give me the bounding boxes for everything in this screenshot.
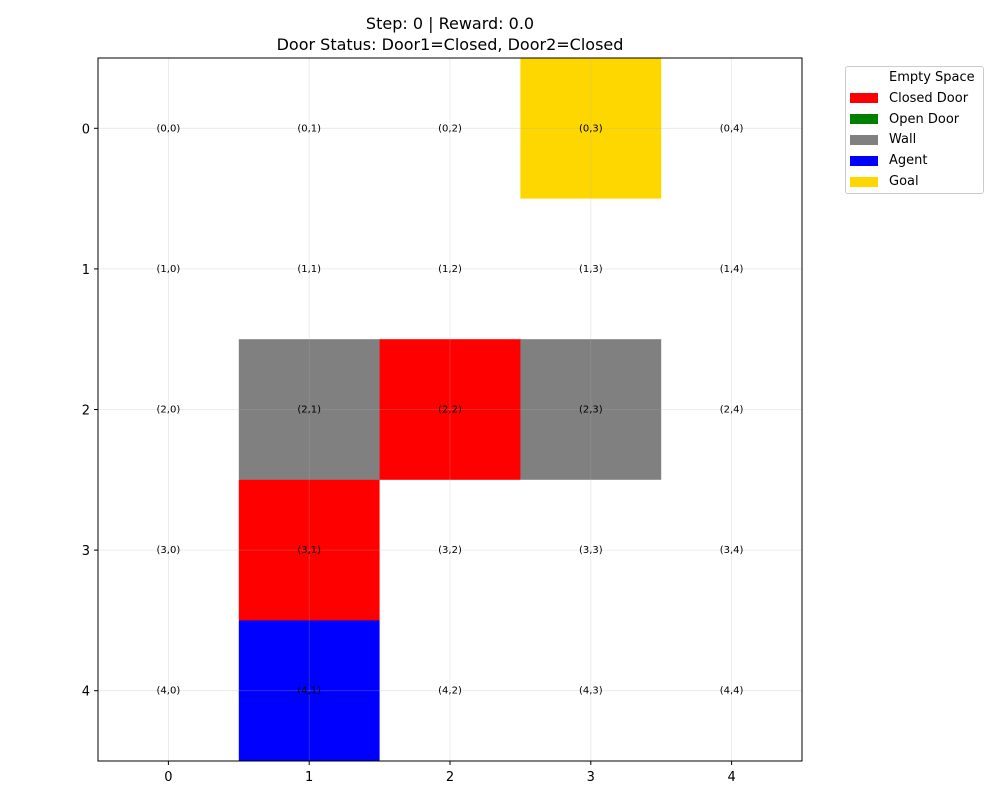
legend: Empty Space Closed Door Open Door Wall Agent…: [845, 66, 984, 194]
cell-empty-4-2: [379, 620, 521, 762]
legend-swatch: [850, 155, 878, 166]
legend-label: Wall: [889, 132, 917, 148]
cell-label-0-3: (0,3): [579, 123, 603, 134]
cell-empty-3-3: [520, 479, 662, 621]
cell-empty-2-0: [98, 339, 240, 481]
y-tick-label: 3: [82, 544, 90, 559]
grid-lines: [98, 58, 802, 761]
x-axis: 0 1 2 3 4: [164, 761, 736, 785]
legend-item-closed-door: Closed Door: [850, 88, 968, 109]
cell-label-3-2: (3,2): [438, 545, 462, 556]
y-tick-label: 0: [82, 122, 90, 137]
cell-goal-0-3: [520, 58, 662, 200]
cell-label-4-3: (4,3): [579, 686, 603, 697]
cell-label-2-2: (2,2): [438, 405, 462, 416]
cell-wall-2-3: [520, 339, 662, 481]
legend-item-wall: Wall: [850, 129, 916, 150]
legend-label: Goal: [889, 174, 919, 189]
cell-wall-2-1: [238, 339, 381, 481]
legend-label: Open Door: [889, 111, 960, 127]
cell-label-4-4: (4,4): [720, 686, 744, 697]
cell-label-1-2: (1,2): [438, 264, 462, 275]
x-tick-label: 2: [446, 770, 454, 785]
cell-coordinate-labels: (0,0) (0,1) (0,2) (0,3) (0,4) (1,0) (1,1) (1,2)…: [157, 123, 744, 696]
cell-empty-1-0: [98, 198, 240, 340]
cell-closed-door-2-2: [379, 339, 521, 481]
legend-item-open-door: Open Door: [850, 109, 959, 130]
cell-empty-0-0: [98, 58, 240, 200]
cell-empty-1-4: [661, 198, 803, 340]
legend-swatch: [850, 134, 878, 145]
legend-swatch: [850, 114, 878, 125]
cell-empty-0-4: [661, 58, 803, 200]
cell-label-0-1: (0,1): [297, 123, 321, 134]
cell-label-2-1: (2,1): [297, 405, 321, 416]
cell-label-2-4: (2,4): [720, 405, 744, 416]
cell-empty-2-4: [661, 339, 803, 481]
cell-label-1-1: (1,1): [297, 264, 321, 275]
cell-empty-3-2: [379, 479, 521, 621]
cell-label-2-0: (2,0): [157, 405, 181, 416]
legend-label: Closed Door: [889, 90, 969, 106]
legend-swatch: [850, 93, 878, 104]
y-tick-label: 2: [82, 404, 90, 419]
legend-label: Agent: [889, 153, 928, 169]
cell-empty-3-4: [661, 479, 803, 621]
cell-closed-door-3-1: [238, 479, 381, 621]
cell-label-1-4: (1,4): [720, 264, 744, 275]
title-door-status: Door Status: Door1=Closed, Door2=Closed: [277, 35, 624, 54]
cell-label-2-3: (2,3): [579, 405, 603, 416]
cell-label-1-0: (1,0): [157, 264, 181, 275]
grid-cells: [98, 58, 803, 762]
legend-item-goal: Goal: [850, 171, 919, 192]
y-tick-label: 4: [82, 685, 90, 700]
legend-swatch: [850, 176, 878, 187]
cell-label-3-4: (3,4): [720, 545, 744, 556]
y-tick-label: 1: [82, 263, 90, 278]
cell-label-3-0: (3,0): [157, 545, 181, 556]
title-step-reward: Step: 0 | Reward: 0.0: [366, 14, 534, 33]
cell-label-0-0: (0,0): [157, 123, 181, 134]
cell-empty-4-0: [98, 620, 240, 762]
legend-item-empty: Empty Space: [850, 67, 975, 88]
cell-empty-4-4: [661, 620, 803, 762]
legend-swatch: [850, 72, 878, 83]
cell-label-4-1: (4,1): [297, 686, 321, 697]
legend-item-agent: Agent: [850, 150, 927, 171]
cell-empty-4-3: [520, 620, 662, 762]
cell-empty-1-3: [520, 198, 662, 340]
cell-label-3-3: (3,3): [579, 545, 603, 556]
cell-empty-1-1: [238, 198, 381, 340]
legend-label: Empty Space: [889, 70, 975, 85]
cell-label-1-3: (1,3): [579, 264, 603, 275]
cell-empty-0-1: [238, 58, 381, 200]
x-tick-label: 3: [587, 770, 595, 785]
y-axis: 0 1 2 3 4: [82, 122, 98, 700]
cell-empty-0-2: [379, 58, 521, 200]
cell-label-0-4: (0,4): [720, 123, 744, 134]
cell-label-4-0: (4,0): [157, 686, 181, 697]
x-tick-label: 0: [164, 770, 172, 785]
cell-label-3-1: (3,1): [297, 545, 321, 556]
x-tick-label: 1: [305, 770, 313, 785]
cell-agent-4-1: [238, 620, 381, 762]
cell-label-0-2: (0,2): [438, 123, 462, 134]
cell-label-4-2: (4,2): [438, 686, 462, 697]
x-tick-label: 4: [727, 770, 735, 785]
cell-empty-3-0: [98, 479, 240, 621]
cell-empty-1-2: [379, 198, 521, 340]
